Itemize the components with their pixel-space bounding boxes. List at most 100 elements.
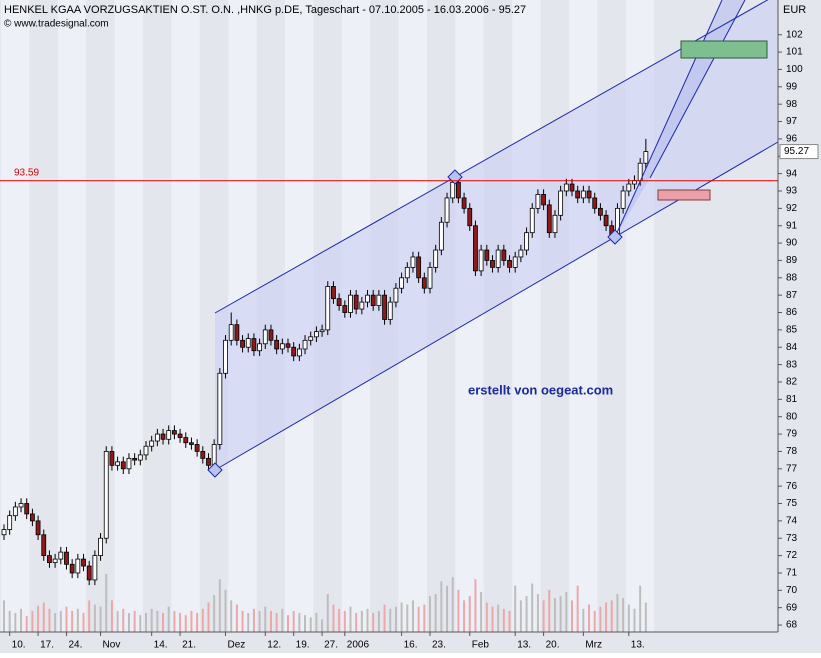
last-price: 95.27 [784, 146, 809, 157]
volume-bar [156, 610, 159, 632]
candle-body [313, 331, 319, 338]
volume-bar [116, 610, 119, 632]
candle-body [7, 515, 13, 530]
volume-bar [173, 610, 176, 632]
y-tick-label: 82 [786, 377, 798, 388]
volume-bar [417, 606, 420, 632]
volume-bar [372, 613, 375, 632]
y-tick-label: 84 [786, 342, 798, 353]
y-tick-label: 79 [786, 429, 798, 440]
volume-bar [235, 604, 238, 632]
x-tick-label: 16. [404, 640, 418, 651]
volume-bar [605, 602, 608, 632]
volume-bar [315, 613, 318, 632]
volume-bar [122, 608, 125, 632]
candle-body [370, 294, 376, 306]
volume-bar [394, 606, 397, 632]
volume-bar [190, 610, 193, 632]
x-tick-label: Dez [228, 640, 246, 651]
y-tick-label: 85 [786, 325, 798, 336]
volume-bar [400, 602, 403, 632]
candle-body [507, 260, 512, 268]
volume-bar [3, 600, 5, 632]
candle-body [450, 181, 456, 199]
candle-body [240, 339, 245, 348]
candle-body [285, 343, 291, 348]
volume-bar [321, 619, 324, 632]
band [569, 0, 598, 632]
last-price-box [779, 144, 819, 160]
x-tick-label: 12. [267, 640, 281, 651]
volume-bar [82, 613, 85, 632]
y-tick-label: 100 [786, 64, 803, 75]
volume-bar [559, 596, 562, 632]
volume-bar [241, 610, 244, 632]
candle-body [291, 346, 297, 357]
volume-bar [491, 606, 494, 632]
volume-bar [406, 604, 409, 632]
candle-body [41, 534, 47, 557]
volume-bar [167, 606, 170, 632]
x-tick-label: 2006 [347, 640, 370, 651]
candle-body [563, 183, 569, 192]
y-tick-label: 94 [786, 168, 798, 179]
candle-body [325, 286, 331, 331]
candle-body [109, 451, 115, 466]
candle-body [365, 294, 370, 303]
volume-bar [93, 604, 96, 632]
band [512, 0, 541, 632]
candle-body [348, 294, 353, 313]
candle-body [535, 194, 541, 209]
volume-bar [349, 606, 352, 632]
volume-bar [519, 600, 522, 632]
volume-bar [588, 604, 591, 632]
candle-body [64, 551, 69, 565]
candle-body [421, 277, 427, 289]
y-tick-label: 86 [786, 307, 798, 318]
candle-body [245, 338, 251, 348]
volume-bar [304, 615, 307, 632]
x-tick-label: 23. [432, 640, 446, 651]
steep-line-right [649, 0, 746, 179]
chart-title: HENKEL KGAA VORZUGSAKTIEN O.ST. O.N. ,HN… [4, 4, 526, 16]
y-tick-label: 93 [786, 186, 798, 197]
y-tick-label: 71 [786, 568, 798, 579]
y-tick-label: 72 [786, 550, 798, 561]
candle-body [393, 287, 399, 303]
x-tick-label: 14. [154, 640, 168, 651]
x-tick-label: 21. [182, 640, 196, 651]
candle-body [211, 444, 217, 466]
candle-body [416, 256, 422, 279]
volume-bar [593, 610, 596, 632]
y-tick-label: 96 [786, 134, 798, 145]
volume-bar [88, 600, 91, 632]
volume-bar [610, 600, 613, 632]
source: © www.tradesignal.com [4, 19, 109, 30]
x-tick-label: 20. [546, 640, 560, 651]
candle-body [81, 558, 86, 567]
volume-bar [360, 610, 363, 632]
volume-bar [25, 616, 28, 632]
x-tick-label: Mrz [585, 640, 602, 651]
volume-bar [110, 600, 113, 632]
candle-body [18, 503, 24, 508]
volume-bar [565, 591, 568, 632]
candle-body [643, 151, 649, 164]
candle-body [47, 555, 52, 563]
candle-body [427, 266, 433, 289]
candle-body [433, 249, 439, 268]
volume-bar [338, 608, 341, 632]
y-tick-label: 97 [786, 116, 798, 127]
band [114, 0, 143, 632]
volume-bar [287, 615, 289, 632]
volume-bar [542, 600, 545, 632]
axis-layer: 68 69 70 71 72 73 74 75 76 77 78 79 80 81 82 83 84 85 86 87… [9, 29, 803, 651]
volume-bar [8, 610, 11, 632]
candle-body [438, 221, 444, 251]
candle-body [296, 348, 302, 357]
candle-body [262, 329, 268, 345]
candle-body [319, 329, 325, 333]
candle-body [115, 461, 120, 466]
volume-bar [71, 610, 74, 632]
candle-body [598, 207, 603, 216]
